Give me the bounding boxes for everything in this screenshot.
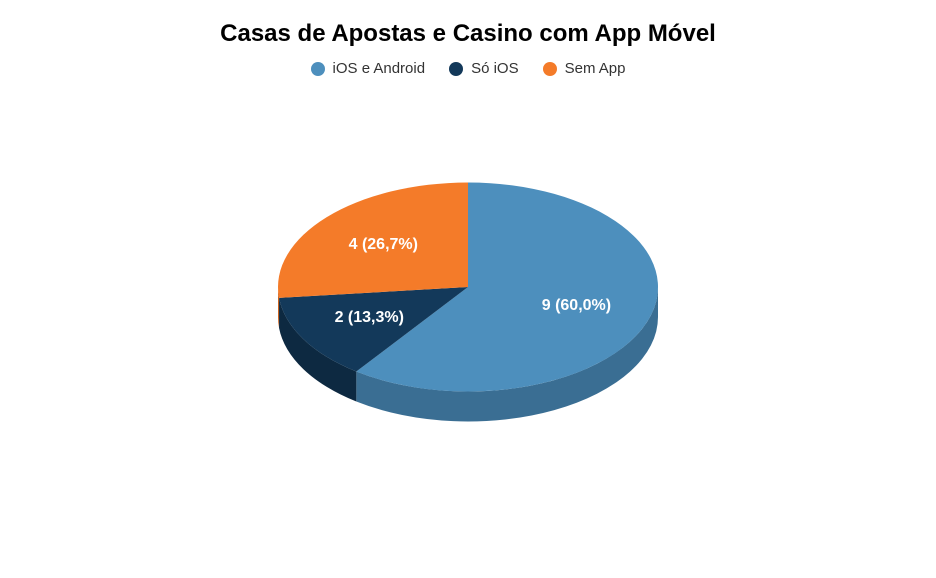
legend-dot [543,62,557,76]
legend-dot [449,62,463,76]
legend-label: Sem App [565,60,626,77]
pie-chart: 9 (60,0%) 2 (13,3%) 4 (26,7%) [228,107,708,487]
slice-label: 4 (26,7%) [349,236,418,254]
legend-item-sem-app: Sem App [543,60,626,77]
legend-label: iOS e Android [333,60,426,77]
legend-label: Só iOS [471,60,519,77]
slice-label: 9 (60,0%) [542,297,611,315]
legend-item-ios-android: iOS e Android [311,60,426,77]
slice-label: 2 (13,3%) [335,309,404,327]
legend-item-so-ios: Só iOS [449,60,519,77]
legend-dot [311,62,325,76]
chart-title: Casas de Apostas e Casino com App Móvel [220,20,716,48]
legend: iOS e Android Só iOS Sem App [311,60,626,77]
